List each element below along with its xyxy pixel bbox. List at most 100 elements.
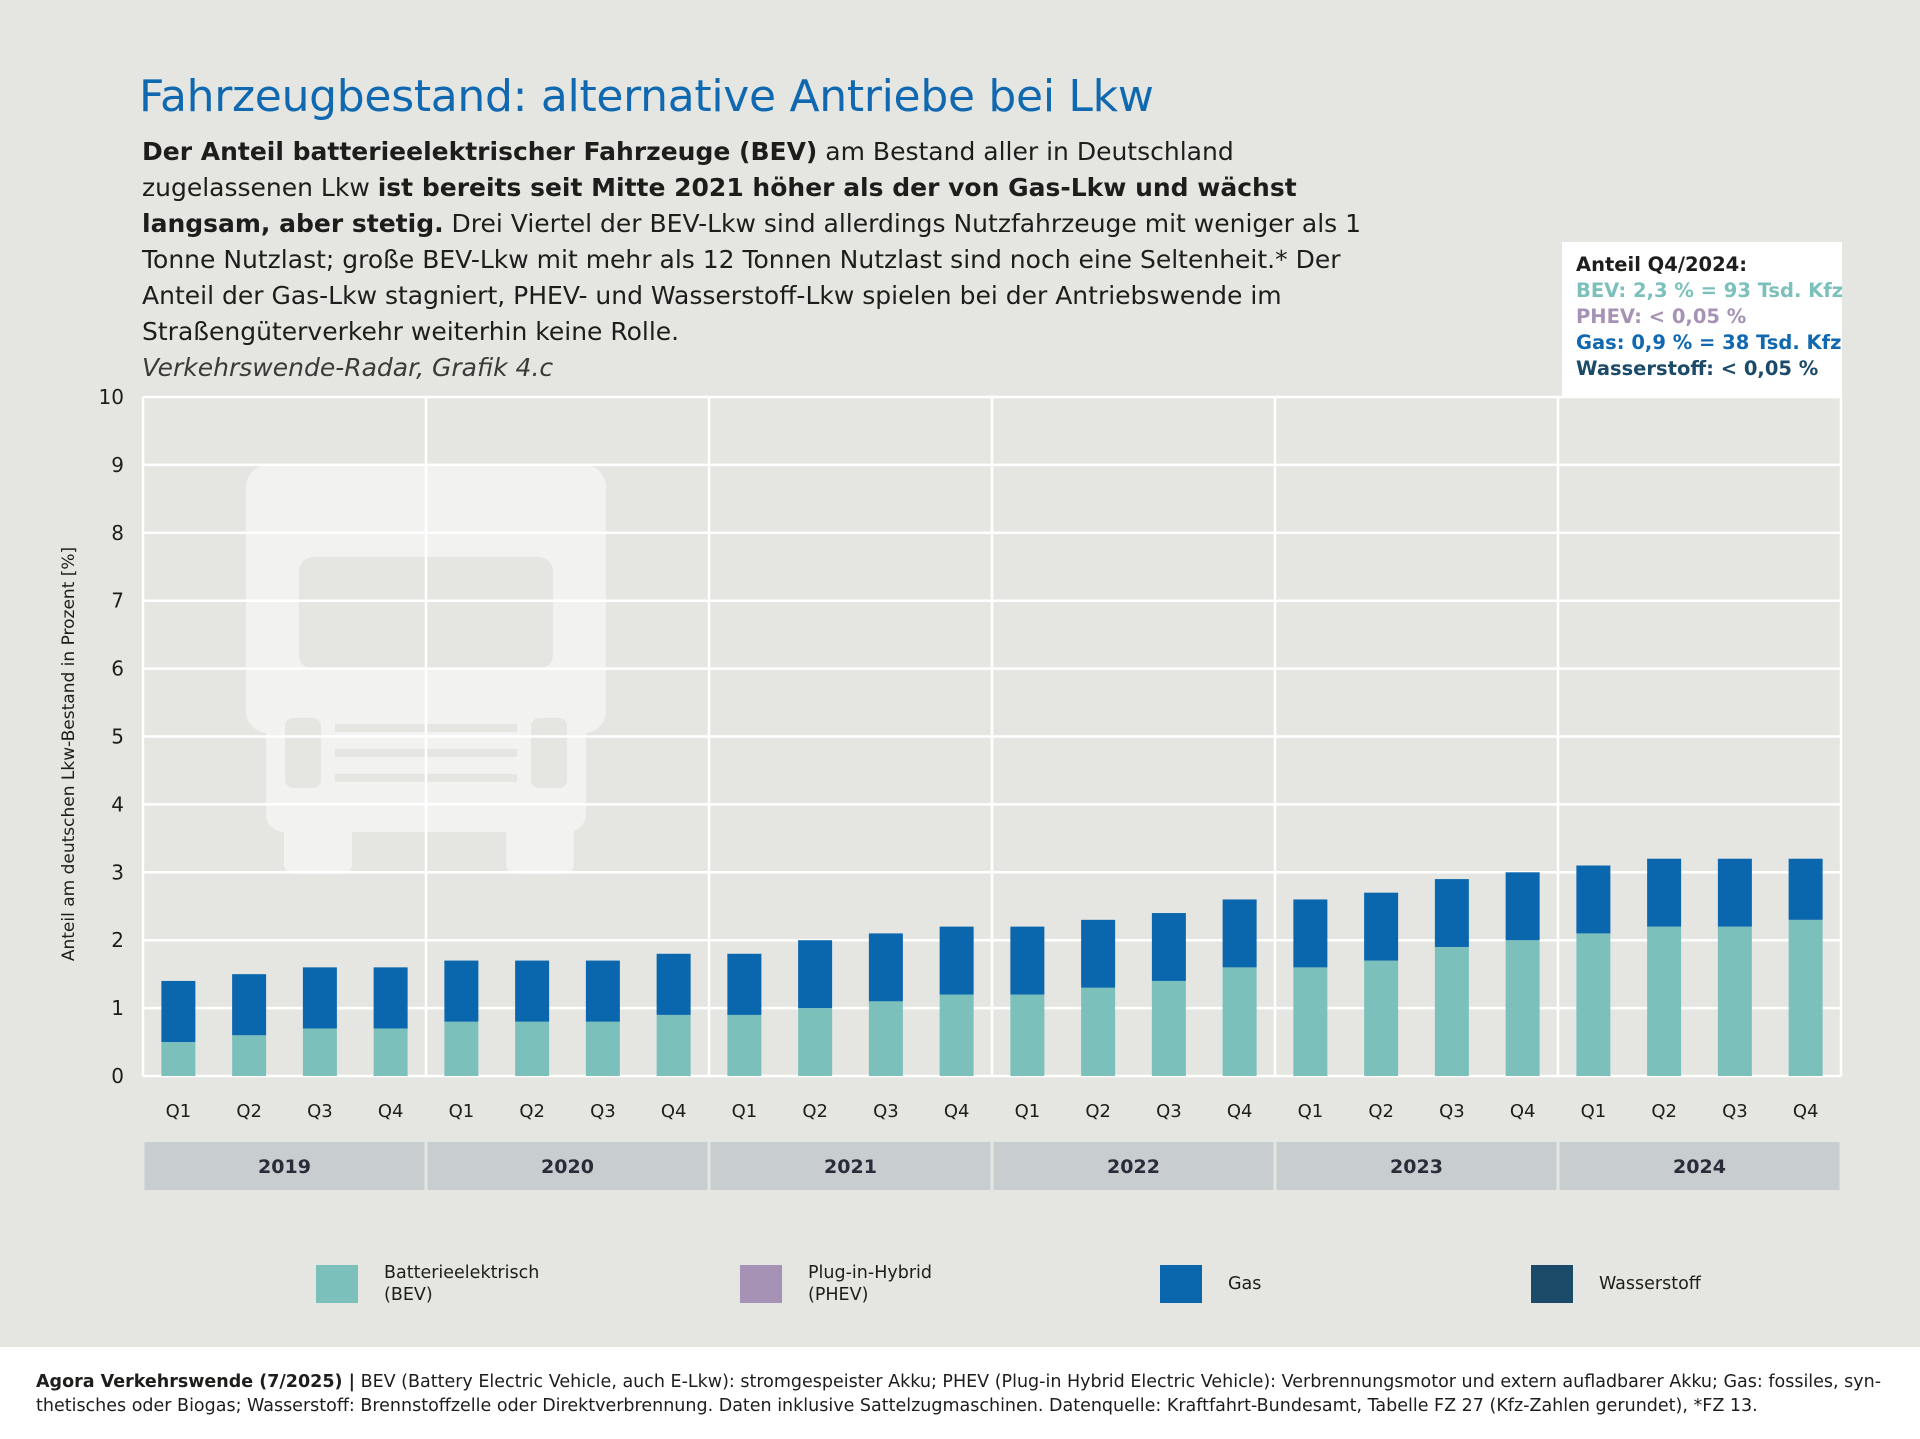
bar-bev — [444, 1021, 479, 1076]
x-tick-label-quarter: Q2 — [236, 1101, 262, 1122]
bar-gas — [1151, 913, 1186, 981]
y-tick-label: 3 — [111, 860, 124, 884]
x-tick-label-quarter: Q4 — [661, 1101, 687, 1122]
bar-gas — [1293, 899, 1328, 968]
bar-gas — [585, 960, 620, 1022]
bar-bev — [1010, 994, 1045, 1076]
bar-bev — [1081, 987, 1116, 1076]
year-band — [144, 1142, 425, 1190]
intro-bold-1: Der Anteil batterieelektrischer Fahrzeug… — [142, 137, 818, 166]
y-tick-label: 7 — [111, 589, 124, 613]
x-tick-label-quarter: Q3 — [1722, 1101, 1748, 1122]
year-label: 2023 — [1390, 1156, 1443, 1178]
x-tick-label-quarter: Q1 — [166, 1101, 192, 1122]
year-label: 2021 — [824, 1156, 877, 1178]
bar-bev — [798, 1008, 833, 1076]
bar-bev — [1151, 980, 1186, 1076]
info-box-bev: BEV: 2,3 % = 93 Tsd. Kfz — [1576, 279, 1844, 302]
bar-bev — [1647, 926, 1682, 1076]
year-band — [1559, 1142, 1840, 1190]
info-box-q4-2024: Anteil Q4/2024: BEV: 2,3 % = 93 Tsd. Kfz… — [1562, 242, 1844, 397]
bar-gas — [373, 967, 408, 1029]
bar-gas — [161, 980, 196, 1043]
bar-gas — [868, 933, 903, 1002]
bar-bev — [1222, 967, 1257, 1076]
bar-gas — [232, 974, 267, 1036]
bar-gas — [727, 953, 762, 1015]
x-tick-label-quarter: Q3 — [873, 1101, 899, 1122]
intro-text-1: am Bestand aller in Deutschland zugelass… — [142, 137, 1234, 202]
bar-bev — [232, 1035, 267, 1076]
bar-bev — [515, 1021, 550, 1076]
info-box-phev: PHEV: < 0,05 % — [1576, 305, 1747, 328]
legend-label-h2: Wasserstoff — [1599, 1274, 1701, 1294]
bar-gas — [444, 960, 479, 1022]
x-tick-label-quarter: Q3 — [1156, 1101, 1182, 1122]
y-tick-label: 9 — [111, 453, 124, 477]
x-tick-label-quarter: Q3 — [590, 1101, 616, 1122]
x-tick-label-quarter: Q2 — [519, 1101, 545, 1122]
footer-text: BEV (Battery Electric Vehicle, auch E-Lk… — [36, 1372, 1882, 1416]
bar-bev — [1788, 919, 1823, 1076]
bar-gas — [656, 953, 691, 1015]
bar-bev — [1434, 946, 1469, 1076]
bar-bev — [1576, 933, 1611, 1076]
legend-label-bev: Batterieelektrisch (BEV) — [384, 1263, 540, 1305]
x-tick-label-quarter: Q4 — [944, 1101, 970, 1122]
y-tick-label: 2 — [111, 928, 124, 952]
bar-gas — [515, 960, 550, 1022]
y-tick-label: 4 — [111, 792, 124, 816]
bar-bev — [1293, 967, 1328, 1076]
x-tick-label-quarter: Q3 — [1439, 1101, 1465, 1122]
legend-item-phev: Plug-in-Hybrid (PHEV) — [740, 1263, 932, 1305]
y-tick-label: 6 — [111, 657, 124, 681]
y-tick-label: 8 — [111, 521, 124, 545]
bar-bev — [939, 994, 974, 1076]
bar-chart: 0 1 2 3 4 5 6 7 8 9 10 Q1 Q2 Q3 Q4 Q1 Q2 Q3 Q4 Q1 Q2 Q3 Q4 Q1 Q2… — [59, 385, 1843, 1190]
bar-gas — [1222, 899, 1257, 968]
bar-gas — [1364, 892, 1399, 961]
year-band — [710, 1142, 991, 1190]
legend-swatch-phev — [740, 1265, 782, 1303]
bar-bev — [585, 1021, 620, 1076]
intro-text-2: Drei Viertel der BEV-Lkw sind allerdings… — [142, 209, 1362, 346]
bar-bev — [302, 1028, 337, 1076]
bar-gas — [1647, 858, 1682, 927]
x-tick-label-quarter: Q2 — [1368, 1101, 1394, 1122]
bar-gas — [1434, 879, 1469, 947]
info-box-h2: Wasserstoff: < 0,05 % — [1576, 357, 1819, 380]
bar-gas — [798, 940, 833, 1009]
bar-gas — [1576, 865, 1611, 934]
legend-swatch-h2 — [1531, 1265, 1573, 1303]
bar-bev — [1505, 940, 1540, 1076]
legend-item-gas: Gas — [1160, 1263, 1261, 1305]
bar-gas — [1010, 926, 1045, 995]
y-tick-label: 0 — [111, 1064, 124, 1088]
x-tick-label-quarter: Q4 — [1227, 1101, 1253, 1122]
x-tick-label-quarter: Q1 — [1015, 1101, 1041, 1122]
source-note: Verkehrswende-Radar, Grafik 4.c — [142, 353, 554, 382]
x-tick-label-quarter: Q4 — [378, 1101, 404, 1122]
legend-item-h2: Wasserstoff — [1531, 1263, 1701, 1305]
chart-legend: Batterieelektrisch (BEV) Plug-in-Hybrid … — [0, 1263, 1920, 1323]
legend-swatch-bev — [316, 1265, 358, 1303]
bar-bev — [868, 1001, 903, 1076]
y-axis-label: Anteil am deutschen Lkw-Bestand in Proze… — [59, 547, 79, 961]
year-label: 2024 — [1673, 1156, 1726, 1178]
x-tick-label-quarter: Q2 — [1085, 1101, 1111, 1122]
year-label: 2019 — [258, 1156, 311, 1178]
y-tick-label: 1 — [111, 996, 124, 1020]
bar-gas — [1505, 872, 1540, 941]
x-tick-label-quarter: Q1 — [732, 1101, 758, 1122]
year-band — [993, 1142, 1274, 1190]
x-tick-label-quarter: Q1 — [449, 1101, 475, 1122]
x-tick-label-quarter: Q2 — [1651, 1101, 1677, 1122]
x-tick-label-quarter: Q1 — [1298, 1101, 1324, 1122]
intro-text: Der Anteil batterieelektrischer Fahrzeug… — [142, 134, 1392, 386]
bar-bev — [727, 1014, 762, 1076]
bar-gas — [1081, 919, 1116, 988]
bar-gas — [1788, 858, 1823, 920]
x-tick-label-quarter: Q4 — [1510, 1101, 1536, 1122]
x-tick-label-quarter: Q2 — [802, 1101, 828, 1122]
bar-bev — [161, 1042, 196, 1076]
